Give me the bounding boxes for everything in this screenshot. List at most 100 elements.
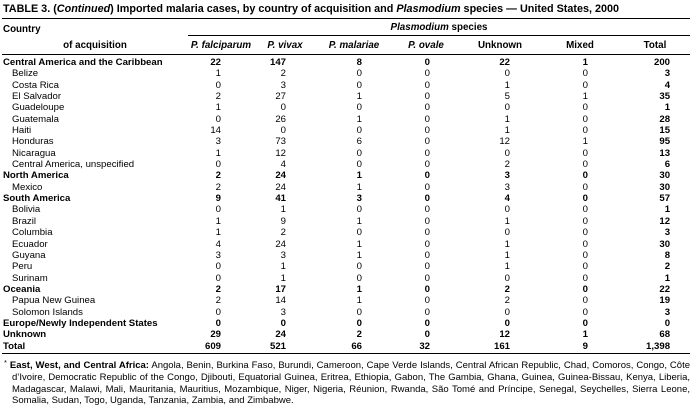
table-row: Nicaragua 1 12 0 0 0 0 13 — [2, 148, 690, 159]
country-cell: Mexico — [12, 181, 43, 193]
value-cell: 1 — [664, 204, 671, 216]
country-cell: Guatemala — [12, 113, 59, 125]
value-cell: 1 — [356, 295, 362, 307]
value-cell: 1 — [504, 125, 510, 137]
value-cell: 0 — [504, 147, 510, 159]
table-row: Central America, unspecified 0 4 0 0 2 0 6 — [2, 159, 690, 170]
country-cell: Guadeloupe — [12, 102, 65, 114]
table-row: Guyana 3 3 1 0 1 0 8 — [2, 250, 690, 261]
value-cell: 0 — [215, 113, 221, 125]
table-row: Oceania 2 17 1 0 2 0 22 — [2, 284, 690, 295]
value-cell: 0 — [582, 113, 588, 125]
value-cell: 0 — [424, 295, 430, 307]
value-cell: 22 — [210, 57, 221, 68]
value-cell: 0 — [582, 193, 588, 205]
value-cell: 1 — [582, 57, 588, 68]
value-cell: 2 — [356, 329, 362, 341]
table-row: Unknown 29 24 2 0 12 1 68 — [2, 329, 690, 340]
value-cell: 22 — [499, 57, 510, 68]
value-cell: 8 — [356, 57, 362, 68]
value-cell: 1 — [280, 272, 286, 284]
value-cell: 32 — [419, 340, 430, 352]
value-cell: 1 — [504, 238, 510, 250]
country-cell: North America — [3, 170, 69, 182]
table-row: Honduras 3 73 6 0 12 1 95 — [2, 136, 690, 147]
table-row: Costa Rica 0 3 0 0 1 0 4 — [2, 80, 690, 91]
title-plasmodium: Plasmodium — [396, 3, 461, 15]
value-cell: 0 — [582, 306, 588, 318]
country-cell: Central America and the Caribbean — [3, 57, 163, 68]
value-cell: 12 — [499, 329, 510, 341]
value-cell: 0 — [215, 306, 221, 318]
value-cell: 0 — [504, 227, 510, 239]
value-cell: 5 — [504, 91, 510, 103]
value-cell: 0 — [424, 68, 430, 80]
table-row: Central America and the Caribbean 22 147 8 0… — [2, 55, 690, 69]
country-cell: El Salvador — [12, 91, 62, 103]
value-cell: 0 — [356, 272, 362, 284]
table-row: Brazil 1 9 1 0 1 0 12 — [2, 216, 690, 227]
table-row: Mexico 2 24 1 0 3 0 30 — [2, 182, 690, 193]
table-row: North America 2 24 1 0 3 0 30 — [2, 170, 690, 181]
table-body: Central America and the Caribbean 22 147 8 0… — [2, 55, 691, 354]
value-cell: 0 — [424, 136, 430, 148]
value-cell: 1,398 — [646, 340, 671, 352]
value-cell: 0 — [356, 306, 362, 318]
value-cell: 1 — [280, 204, 286, 216]
value-cell: 0 — [582, 159, 588, 171]
value-cell: 0 — [424, 317, 430, 329]
value-cell: 1 — [504, 113, 510, 125]
value-cell: 27 — [275, 91, 286, 103]
table-row: Peru 0 1 0 0 1 0 2 — [2, 261, 690, 272]
value-cell: 3 — [280, 249, 286, 261]
value-cell: 0 — [424, 261, 430, 273]
value-cell: 3 — [664, 227, 671, 239]
country-cell: Belize — [12, 68, 39, 80]
value-cell: 3 — [356, 193, 362, 205]
value-cell: 1 — [504, 215, 510, 227]
value-cell: 1 — [215, 102, 221, 114]
value-cell: 147 — [269, 57, 286, 68]
value-cell: 1 — [215, 147, 221, 159]
value-cell: 1 — [504, 79, 510, 91]
value-cell: 0 — [582, 249, 588, 261]
value-cell: 521 — [269, 340, 286, 352]
table-row: Europe/Newly Independent States 0 0 0 0 0 0 0 — [2, 318, 690, 329]
value-cell: 0 — [424, 238, 430, 250]
species-group-rest: species — [448, 22, 488, 33]
value-cell: 0 — [356, 317, 362, 329]
value-cell: 6 — [664, 159, 671, 171]
value-cell: 0 — [356, 125, 362, 137]
value-cell: 17 — [275, 283, 286, 295]
title-mid: ) Imported malaria cases, by country of … — [110, 3, 397, 15]
value-cell: 1 — [356, 91, 362, 103]
value-cell: 35 — [659, 91, 671, 103]
value-cell: 609 — [204, 340, 221, 352]
footnote-asterisk: * — [4, 357, 7, 367]
value-cell: 68 — [659, 329, 671, 341]
malaria-cases-table: Country Plasmodium species of acquisitio… — [2, 19, 691, 354]
value-cell: 161 — [493, 340, 510, 352]
value-cell: 41 — [275, 193, 286, 205]
value-cell: 0 — [424, 125, 430, 137]
value-cell: 0 — [424, 79, 430, 91]
value-cell: 0 — [504, 68, 510, 80]
value-cell: 3 — [504, 181, 510, 193]
value-cell: 0 — [356, 79, 362, 91]
value-cell: 22 — [659, 283, 671, 295]
value-cell: 0 — [424, 57, 430, 68]
country-cell: Costa Rica — [12, 79, 59, 91]
value-cell: 1 — [664, 272, 671, 284]
country-cell: Nicaragua — [12, 147, 56, 159]
country-cell: Central America, unspecified — [12, 159, 135, 171]
col-header-mixed: Mixed — [566, 40, 594, 51]
table-row: Bolivia 0 1 0 0 0 0 1 — [2, 204, 690, 215]
value-cell: 0 — [356, 159, 362, 171]
value-cell: 0 — [504, 306, 510, 318]
value-cell: 2 — [215, 283, 221, 295]
value-cell: 1 — [582, 91, 588, 103]
table-row: Solomon Islands 0 3 0 0 0 0 3 — [2, 307, 690, 318]
country-cell: Guyana — [12, 249, 46, 261]
value-cell: 0 — [582, 68, 588, 80]
